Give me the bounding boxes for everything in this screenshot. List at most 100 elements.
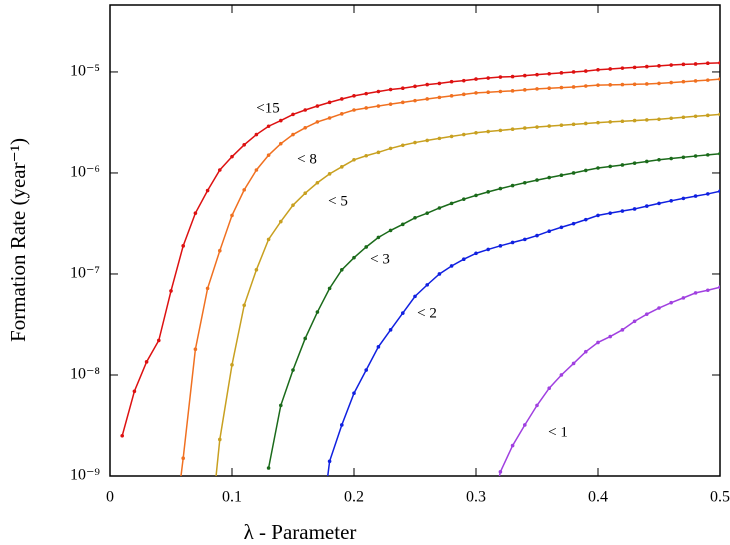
data-point bbox=[681, 155, 686, 160]
data-point bbox=[669, 80, 673, 85]
data-point bbox=[181, 456, 185, 461]
data-point bbox=[401, 100, 405, 105]
data-point bbox=[706, 288, 710, 293]
data-point bbox=[693, 114, 698, 119]
data-point bbox=[340, 267, 344, 272]
data-point bbox=[449, 134, 454, 139]
data-point bbox=[693, 291, 698, 295]
data-point bbox=[425, 97, 430, 101]
data-point bbox=[266, 237, 271, 242]
data-point bbox=[254, 267, 259, 272]
data-point bbox=[437, 136, 442, 141]
data-point bbox=[620, 119, 625, 124]
data-point bbox=[681, 62, 686, 67]
data-point bbox=[157, 338, 161, 343]
data-point bbox=[303, 125, 308, 130]
data-point bbox=[657, 201, 661, 206]
data-point bbox=[608, 120, 612, 124]
data-point bbox=[645, 82, 649, 86]
data-point bbox=[486, 190, 491, 194]
data-point bbox=[401, 143, 405, 148]
data-point bbox=[242, 303, 246, 308]
data-point bbox=[279, 118, 283, 123]
data-point bbox=[364, 153, 369, 158]
data-point bbox=[462, 78, 466, 83]
data-point bbox=[523, 237, 527, 242]
data-point bbox=[486, 247, 491, 252]
data-point bbox=[584, 217, 588, 222]
data-point bbox=[254, 168, 259, 172]
data-point bbox=[291, 132, 295, 137]
data-point bbox=[584, 84, 588, 88]
data-point bbox=[352, 108, 356, 112]
data-point bbox=[462, 92, 466, 97]
data-point bbox=[571, 221, 576, 226]
data-point bbox=[681, 115, 686, 120]
data-point bbox=[608, 164, 612, 169]
data-point bbox=[632, 65, 637, 70]
data-point bbox=[401, 86, 405, 91]
data-point bbox=[559, 71, 564, 75]
data-point bbox=[669, 300, 673, 305]
data-point bbox=[242, 143, 246, 147]
data-point bbox=[620, 163, 625, 167]
data-point bbox=[632, 118, 637, 123]
data-point bbox=[449, 201, 454, 206]
curve-label: < 8 bbox=[297, 151, 317, 167]
curve-label: < 2 bbox=[417, 305, 437, 321]
data-point bbox=[559, 85, 564, 90]
data-point bbox=[413, 215, 417, 220]
data-point bbox=[510, 183, 515, 188]
data-point bbox=[571, 361, 576, 366]
data-point bbox=[620, 209, 625, 213]
series-line bbox=[327, 190, 720, 476]
x-tick-label: 0.5 bbox=[710, 489, 730, 506]
data-point bbox=[413, 294, 417, 299]
data-point bbox=[352, 255, 356, 260]
data-point bbox=[437, 206, 442, 210]
data-point bbox=[523, 423, 527, 427]
data-point bbox=[388, 228, 393, 233]
data-point bbox=[462, 257, 466, 262]
data-point bbox=[425, 82, 430, 87]
y-tick-label: 10⁻⁷ bbox=[70, 265, 100, 282]
data-point bbox=[291, 203, 295, 207]
data-point bbox=[327, 172, 332, 176]
data-point bbox=[352, 94, 356, 98]
series-line bbox=[498, 286, 720, 476]
data-point bbox=[718, 61, 720, 65]
data-point bbox=[498, 186, 503, 191]
data-point bbox=[669, 199, 673, 203]
data-point bbox=[706, 192, 710, 196]
data-point bbox=[535, 233, 539, 238]
data-point bbox=[486, 129, 491, 134]
data-point bbox=[657, 81, 661, 86]
data-point bbox=[388, 328, 393, 332]
data-point bbox=[303, 336, 308, 341]
data-point bbox=[340, 97, 344, 101]
data-point bbox=[596, 83, 600, 87]
data-point bbox=[425, 211, 430, 215]
data-point bbox=[620, 82, 625, 87]
data-point bbox=[291, 368, 295, 372]
data-point bbox=[169, 289, 173, 293]
data-point bbox=[669, 63, 673, 67]
data-point bbox=[230, 154, 234, 159]
plot-area bbox=[120, 61, 720, 476]
data-point bbox=[718, 285, 720, 289]
data-point bbox=[364, 106, 369, 110]
data-point bbox=[510, 240, 515, 245]
data-point bbox=[657, 117, 661, 122]
data-point bbox=[401, 311, 405, 315]
data-point bbox=[645, 312, 649, 316]
data-point bbox=[279, 141, 283, 146]
y-tick-label: 10⁻⁵ bbox=[70, 63, 100, 80]
data-point bbox=[230, 213, 234, 218]
curve-label: < 3 bbox=[370, 251, 390, 267]
data-point bbox=[315, 180, 320, 185]
data-point bbox=[449, 79, 454, 84]
data-point bbox=[327, 459, 332, 464]
data-point bbox=[571, 171, 576, 175]
x-axis-label: λ - Parameter bbox=[244, 520, 357, 544]
